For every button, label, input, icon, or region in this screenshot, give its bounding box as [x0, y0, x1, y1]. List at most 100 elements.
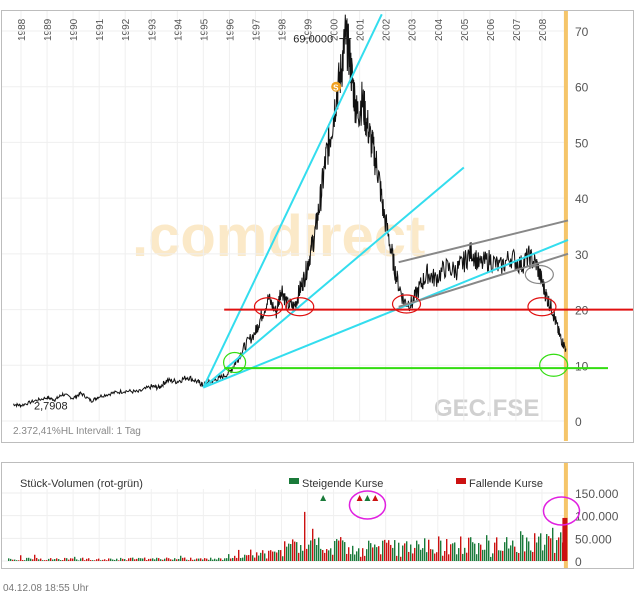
volume-bar	[438, 536, 440, 561]
volume-bar	[442, 555, 444, 561]
y-tick-label: 50	[575, 136, 589, 150]
x-tick-label: 2006	[486, 18, 497, 41]
x-tick-label: 2008	[538, 18, 549, 41]
volume-bar	[70, 558, 72, 561]
volume-bar	[496, 537, 498, 561]
volume-bar	[184, 557, 186, 561]
volume-bar	[520, 531, 522, 561]
volume-bar	[124, 559, 126, 561]
volume-bar	[248, 554, 250, 561]
volume-title: Stück-Volumen (rot-grün)	[20, 478, 143, 490]
price-chart: .comdirect GEC.FSE 1988 1989 1990 1991 1992 199…	[2, 11, 633, 441]
volume-bar	[468, 537, 470, 561]
volume-bar	[262, 550, 264, 561]
x-tick-label: 1995	[199, 18, 210, 41]
volume-bar	[430, 549, 432, 561]
volume-bar	[280, 550, 282, 561]
volume-bar	[434, 553, 436, 561]
trend-line-cyan	[202, 13, 383, 389]
volume-bar	[254, 557, 256, 561]
volume-bar	[32, 559, 34, 561]
volume-bar	[60, 560, 62, 561]
volume-bar	[482, 549, 484, 561]
volume-bar	[178, 558, 180, 561]
volume-bar	[130, 557, 132, 561]
volume-bar	[536, 542, 538, 561]
volume-bar	[418, 544, 420, 561]
volume-bar	[456, 554, 458, 561]
volume-bar	[54, 559, 56, 561]
volume-bar	[400, 556, 402, 561]
volume-bar	[392, 547, 394, 561]
volume-bar	[444, 550, 446, 561]
volume-bar	[144, 557, 146, 561]
volume-bar	[118, 560, 120, 561]
volume-bar	[344, 542, 346, 561]
volume-bar	[62, 560, 64, 561]
volume-bar	[190, 557, 192, 561]
volume-bar	[286, 546, 288, 561]
volume-bar	[420, 549, 422, 561]
volume-bar	[494, 542, 496, 561]
volume-bar	[484, 549, 486, 561]
volume-bar	[550, 538, 552, 561]
volume-bar	[284, 541, 286, 561]
volume-bar	[38, 559, 40, 561]
volume-bar	[22, 560, 24, 561]
volume-bar	[186, 559, 188, 561]
volume-bar	[12, 559, 14, 561]
volume-bar	[464, 547, 466, 561]
volume-bar	[346, 553, 348, 561]
volume-bar	[26, 557, 28, 561]
x-tick-label: 1993	[147, 18, 158, 41]
volume-bar	[406, 541, 408, 561]
volume-bar	[348, 547, 350, 561]
volume-bar	[16, 560, 18, 561]
y-tick-label: 10	[575, 359, 589, 373]
volume-bar	[116, 558, 118, 561]
volume-bar	[534, 533, 536, 561]
volume-bar	[370, 543, 372, 561]
volume-bar	[174, 558, 176, 561]
channel-line-upper	[398, 219, 569, 264]
volume-bar	[202, 559, 204, 561]
volume-bar	[310, 540, 312, 561]
volume-bar	[210, 557, 212, 561]
volume-bar	[142, 558, 144, 561]
volume-bar	[196, 558, 198, 561]
volume-bar	[518, 552, 520, 561]
volume-bar	[180, 555, 182, 561]
volume-bar	[108, 558, 110, 561]
volume-bar	[90, 560, 92, 561]
volume-bar	[306, 548, 308, 561]
volume-bar	[282, 556, 284, 561]
volume-bar	[122, 558, 124, 561]
volume-bar	[394, 540, 396, 561]
volume-bar	[214, 558, 216, 561]
volume-bar	[340, 537, 342, 561]
volume-bar	[236, 557, 238, 561]
x-tick-label: 1997	[251, 18, 262, 41]
volume-bar	[388, 540, 390, 561]
volume-bar	[244, 554, 246, 561]
volume-bar	[500, 550, 502, 561]
volume-bar	[158, 558, 160, 561]
volume-bar	[516, 551, 518, 561]
volume-bar	[404, 543, 406, 561]
x-tick-label: 2000	[330, 18, 341, 41]
volume-bar	[232, 557, 234, 561]
volume-bar	[44, 560, 46, 561]
volume-bar	[294, 541, 296, 561]
volume-bar	[474, 543, 476, 561]
volume-bar	[288, 543, 290, 561]
volume-bar	[48, 558, 50, 561]
volume-bar	[136, 558, 138, 561]
volume-bar	[368, 540, 370, 561]
volume-bar	[192, 559, 194, 561]
volume-y-tick-label: 50.000	[575, 532, 612, 546]
volume-bar	[28, 557, 30, 561]
volume-bar	[278, 549, 280, 561]
volume-bar	[552, 527, 554, 561]
volume-bar	[320, 548, 322, 561]
volume-bar	[204, 558, 206, 561]
